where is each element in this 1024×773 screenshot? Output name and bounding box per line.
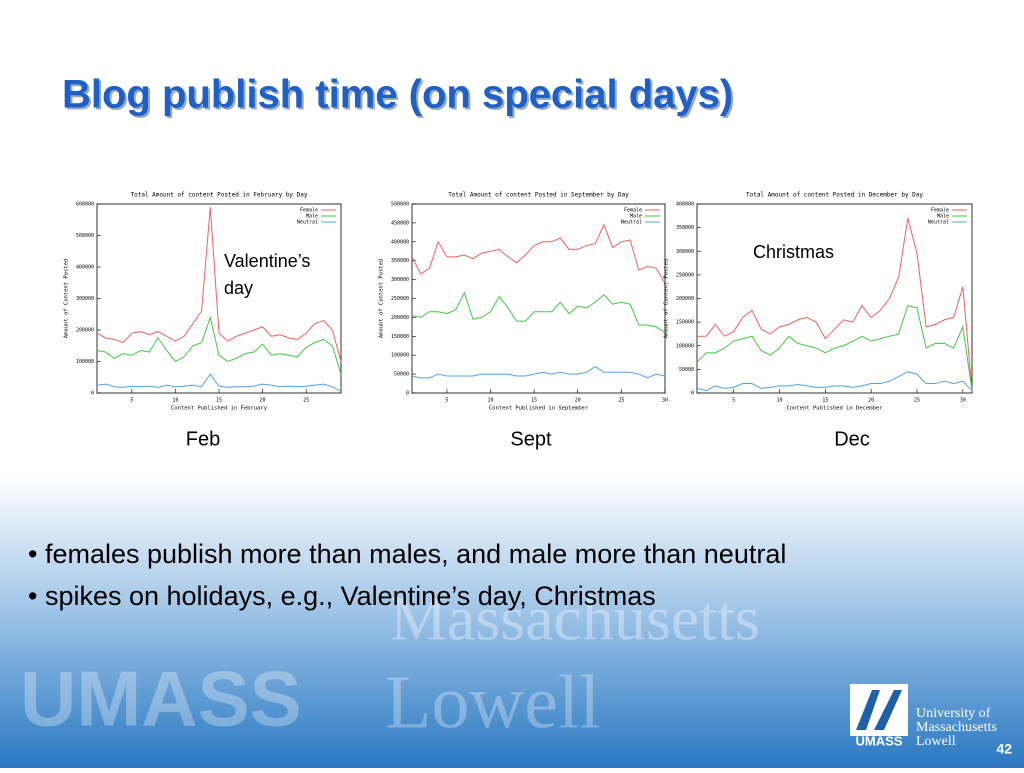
x-tick-label: 5 bbox=[130, 398, 133, 404]
chart-background bbox=[60, 186, 350, 412]
x-tick-label: 20 bbox=[868, 398, 874, 404]
x-tick-label: 15 bbox=[822, 398, 828, 404]
logo-text: Lowell bbox=[916, 734, 956, 749]
legend-label: Female bbox=[300, 208, 318, 214]
y-axis-label: Amount of Content Posted bbox=[664, 259, 670, 338]
slide-title: Blog publish time (on special days) bbox=[62, 73, 733, 117]
logo-text: University of bbox=[916, 706, 991, 721]
legend-label: Female bbox=[931, 208, 949, 214]
y-tick-label: 300000 bbox=[391, 277, 409, 283]
x-tick-label: 25 bbox=[618, 398, 624, 404]
logo-glyph bbox=[856, 690, 902, 730]
chart: 0 100000 200000 300000 400000 500000 600000 5 10… bbox=[60, 186, 350, 450]
series-line bbox=[411, 291, 666, 333]
series-line bbox=[96, 315, 342, 375]
y-axis-label: Amount of Content Posted bbox=[64, 259, 70, 338]
series-line bbox=[411, 223, 666, 284]
y-tick-label: 0 bbox=[691, 391, 694, 397]
y-tick-label: 500000 bbox=[76, 233, 94, 239]
x-tick-label: 5 bbox=[445, 398, 448, 404]
y-tick-label: 200000 bbox=[676, 296, 694, 302]
x-axis-label: Content Published in February bbox=[171, 406, 268, 412]
chart-background bbox=[680, 186, 980, 416]
y-tick-label: 50000 bbox=[679, 367, 694, 373]
logo: UMASS University of Massachusetts Lowell bbox=[850, 684, 997, 749]
y-tick-label: 150000 bbox=[391, 334, 409, 340]
x-tick-label: 15 bbox=[216, 398, 222, 404]
logo-text: Massachusetts bbox=[916, 720, 997, 735]
watermark: UMASS bbox=[20, 655, 302, 743]
x-tick-label: 25 bbox=[303, 398, 309, 404]
x-tick-label: 20 bbox=[575, 398, 581, 404]
y-tick-label: 100000 bbox=[76, 359, 94, 365]
x-tick-label: 10 bbox=[172, 398, 178, 404]
y-tick-label: 600000 bbox=[76, 202, 94, 208]
x-axis-label: Content Published in December bbox=[786, 406, 883, 412]
legend-label: Neutral bbox=[297, 220, 318, 226]
series-line bbox=[96, 207, 342, 362]
x-tick-label: 10 bbox=[776, 398, 782, 404]
y-tick-label: 300000 bbox=[76, 296, 94, 302]
bullet: • females publish more than males, and m… bbox=[28, 539, 786, 569]
logo-mark: UMASS bbox=[856, 733, 903, 748]
legend-label: Female bbox=[624, 208, 642, 214]
chart-caption: Dec bbox=[834, 428, 870, 450]
annotation: Christmas bbox=[753, 242, 834, 262]
y-tick-label: 450000 bbox=[391, 220, 409, 226]
watermark: Lowell bbox=[385, 660, 600, 744]
y-tick-label: 250000 bbox=[676, 272, 694, 278]
y-tick-label: 50000 bbox=[394, 372, 409, 378]
x-tick-label: 30 bbox=[960, 398, 966, 404]
y-tick-label: 350000 bbox=[391, 258, 409, 264]
y-tick-label: 150000 bbox=[676, 320, 694, 326]
y-tick-label: 100000 bbox=[391, 353, 409, 359]
bullet: • spikes on holidays, e.g., Valentine’s … bbox=[28, 581, 656, 611]
legend-label: Neutral bbox=[928, 220, 949, 226]
x-tick-label: 15 bbox=[531, 398, 537, 404]
y-tick-label: 100000 bbox=[676, 343, 694, 349]
y-tick-label: 300000 bbox=[676, 249, 694, 255]
series-line bbox=[696, 304, 973, 391]
y-tick-label: 500000 bbox=[391, 202, 409, 208]
chart: 0 50000 100000 150000 200000 250000 300000 3500… bbox=[664, 186, 980, 450]
series-line bbox=[96, 373, 342, 392]
y-tick-label: 0 bbox=[406, 391, 409, 397]
chart-caption: Sept bbox=[510, 428, 552, 450]
y-tick-label: 0 bbox=[91, 391, 94, 397]
y-tick-label: 250000 bbox=[391, 296, 409, 302]
chart-title: Total Amount of content Posted in Decemb… bbox=[746, 192, 923, 199]
legend-label: Neutral bbox=[621, 220, 642, 226]
x-tick-label: 5 bbox=[732, 398, 735, 404]
y-tick-label: 400000 bbox=[391, 239, 409, 245]
chart: 0 50000 100000 150000 200000 250000 300000 3500… bbox=[372, 186, 672, 450]
chart-title: Total Amount of content Posted in Septem… bbox=[448, 192, 629, 199]
x-tick-label: 30 bbox=[662, 398, 668, 404]
y-tick-label: 400000 bbox=[676, 202, 694, 208]
x-tick-label: 10 bbox=[488, 398, 494, 404]
chart-title: Total Amount of content Posted in Februa… bbox=[130, 192, 307, 199]
legend-label: Male bbox=[630, 214, 642, 220]
page-number: 42 bbox=[996, 741, 1012, 757]
watermark: Massachusetts bbox=[390, 583, 760, 654]
annotation: day bbox=[224, 278, 253, 298]
y-axis-label: Amount of Content Posted bbox=[379, 259, 385, 338]
y-tick-label: 200000 bbox=[391, 315, 409, 321]
chart-caption: Feb bbox=[186, 428, 220, 450]
series-line bbox=[697, 218, 973, 391]
series-line bbox=[696, 371, 973, 392]
y-tick-label: 350000 bbox=[676, 225, 694, 231]
y-tick-label: 400000 bbox=[76, 265, 94, 271]
legend-label: Male bbox=[306, 214, 318, 220]
series-line bbox=[411, 365, 666, 379]
annotation: Valentine’s bbox=[224, 251, 310, 271]
x-axis-label: Content Published in September bbox=[489, 406, 589, 412]
y-tick-label: 200000 bbox=[76, 328, 94, 334]
x-tick-label: 25 bbox=[914, 398, 920, 404]
title-shadow: Blog publish time (on special days) bbox=[64, 75, 735, 119]
legend-label: Male bbox=[937, 214, 949, 220]
x-tick-label: 20 bbox=[260, 398, 266, 404]
